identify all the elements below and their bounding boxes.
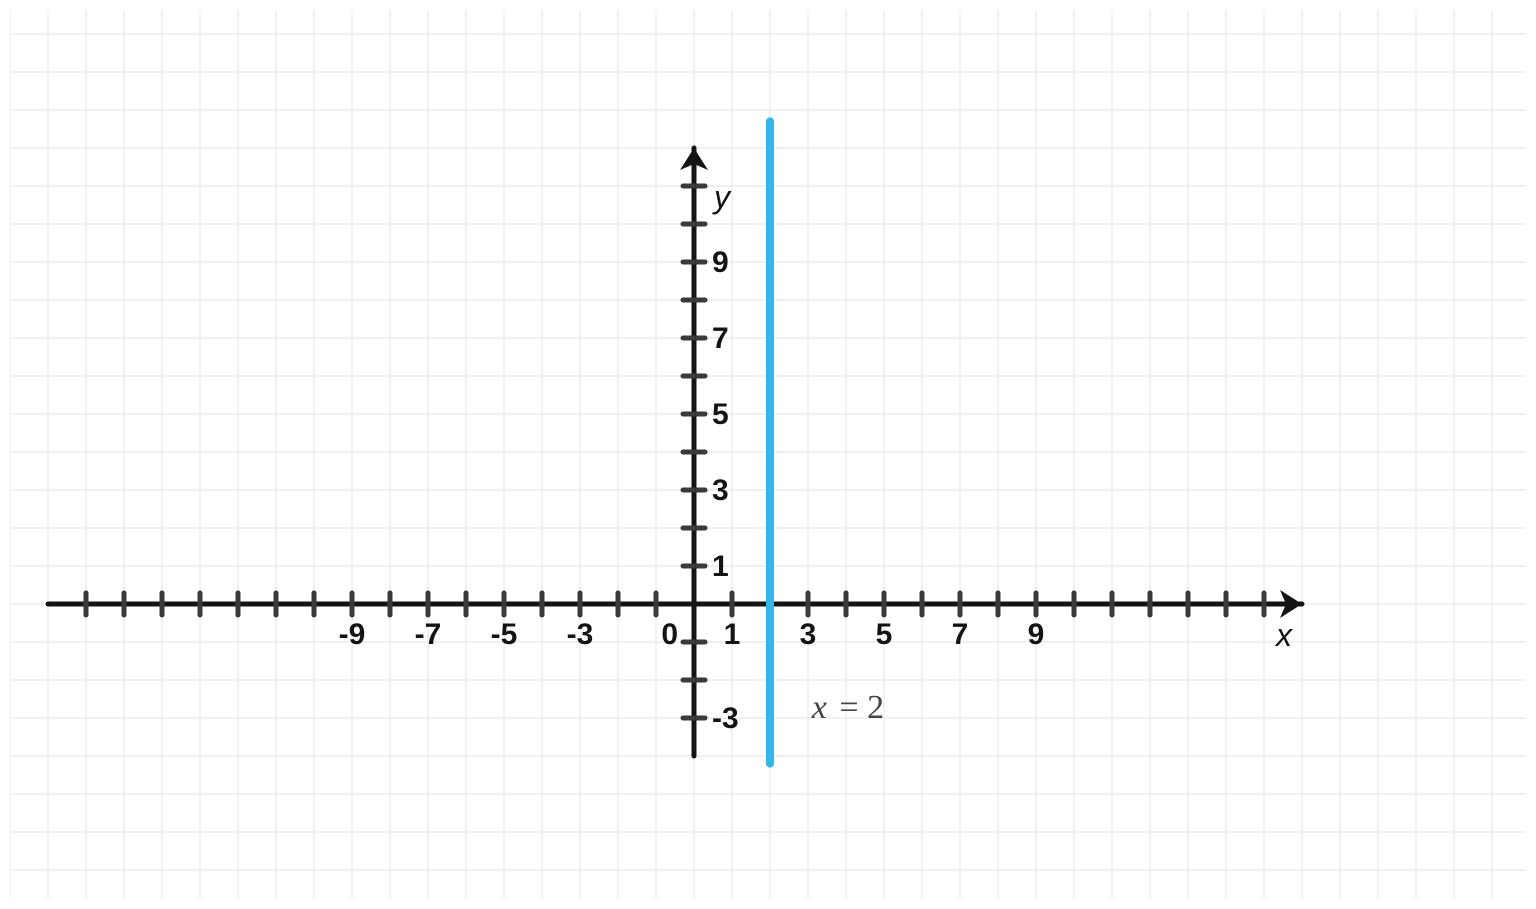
y-tick-label: 5 [712, 398, 729, 431]
x-tick-label: 5 [876, 618, 893, 651]
equation-label: x = 2 [811, 689, 884, 726]
x-tick-label: 7 [952, 618, 969, 651]
y-tick-label: -3 [712, 702, 739, 735]
x-tick-label: -5 [491, 618, 518, 651]
coordinate-plane: -9 -7 -5 -3 1 3 5 7 9 0 -3 1 3 5 7 9 y x x = 2 [0, 0, 1536, 909]
x-axis-label: x [1274, 617, 1293, 653]
y-tick-label: 9 [712, 246, 729, 279]
x-tick-label: 1 [724, 618, 741, 651]
y-tick-label: 3 [712, 474, 729, 507]
y-tick-label: 1 [712, 550, 729, 583]
origin-label: 0 [661, 618, 678, 651]
x-tick-label: 9 [1028, 618, 1045, 651]
x-tick-label: 3 [800, 618, 817, 651]
x-tick-label: -9 [339, 618, 366, 651]
x-tick-label: -7 [415, 618, 442, 651]
y-axis-label: y [712, 179, 732, 215]
y-tick-label: 7 [712, 322, 729, 355]
x-tick-label: -3 [567, 618, 594, 651]
